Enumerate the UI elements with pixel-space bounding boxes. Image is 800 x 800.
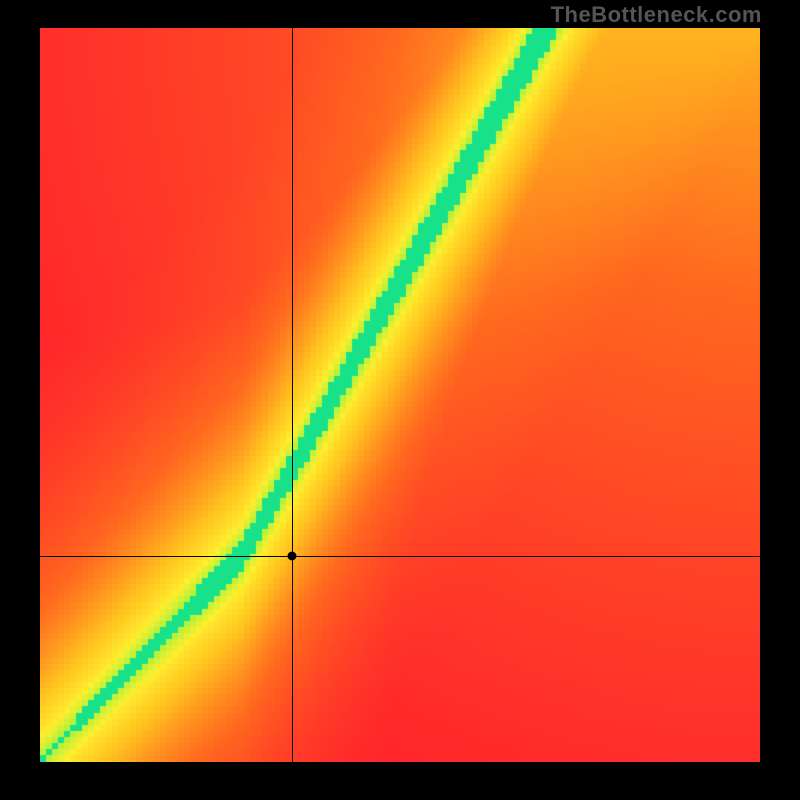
crosshair-horizontal xyxy=(40,556,760,557)
chart-frame: TheBottleneck.com xyxy=(0,0,800,800)
heatmap-canvas xyxy=(40,28,760,762)
marker-dot xyxy=(288,552,297,561)
watermark-text: TheBottleneck.com xyxy=(551,2,762,28)
plot-area xyxy=(40,28,760,762)
crosshair-vertical xyxy=(292,28,293,762)
